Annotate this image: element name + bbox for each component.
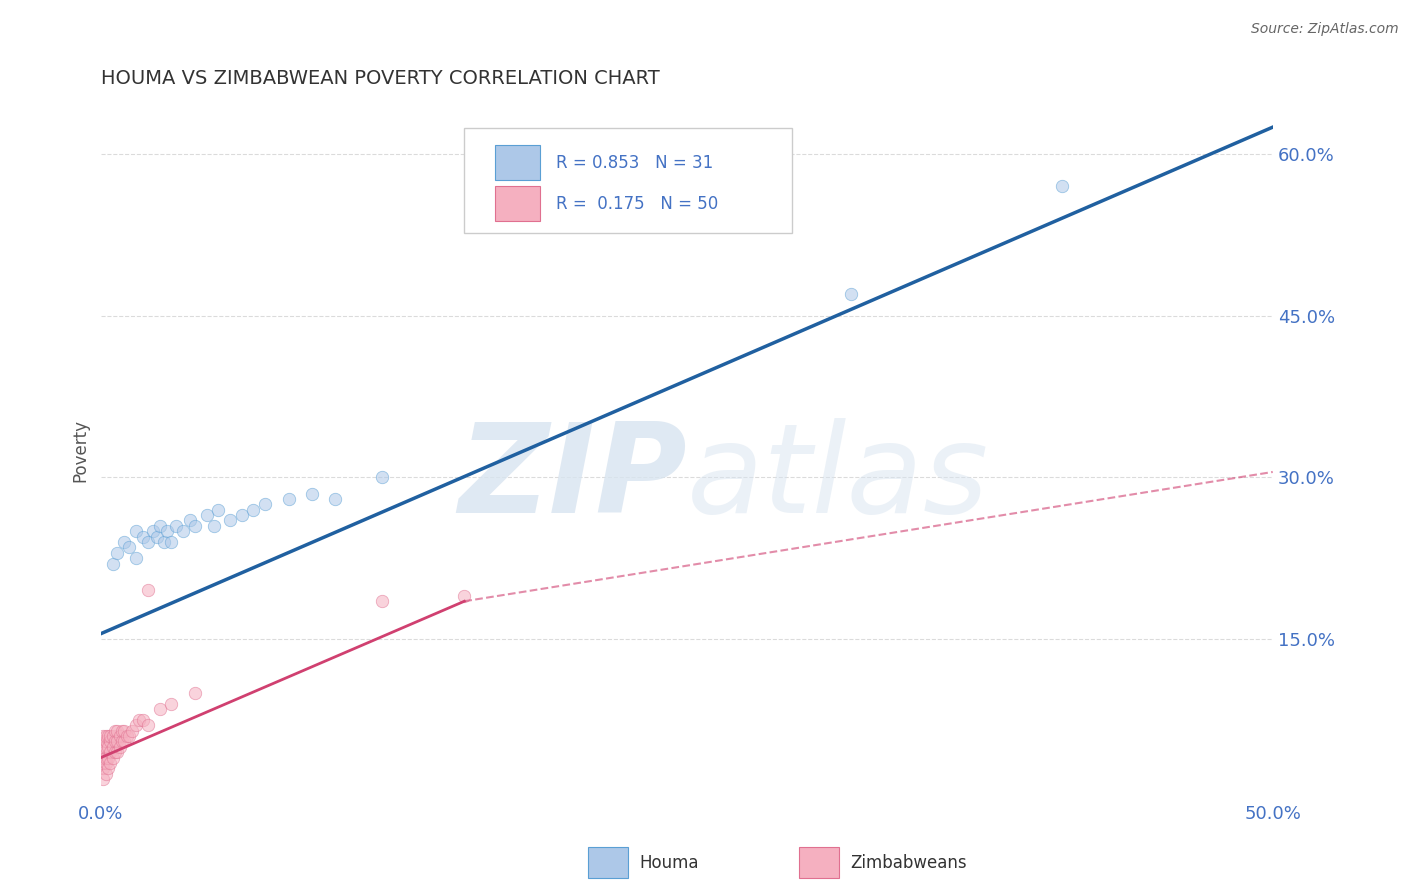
Point — [202, 518, 225, 533]
Point — [132, 530, 155, 544]
Point — [172, 524, 194, 539]
Point — [93, 756, 115, 770]
Point — [125, 718, 148, 732]
Point — [93, 745, 115, 759]
Point — [132, 713, 155, 727]
Y-axis label: Poverty: Poverty — [72, 419, 89, 482]
Point — [118, 729, 141, 743]
Point — [325, 491, 347, 506]
Point — [115, 729, 138, 743]
Point — [142, 524, 165, 539]
Point — [93, 750, 115, 764]
Point — [114, 734, 136, 748]
Point — [93, 772, 115, 786]
Point — [107, 723, 129, 738]
Point — [100, 756, 122, 770]
Text: ZIP: ZIP — [458, 418, 688, 539]
Point — [156, 524, 179, 539]
Point — [94, 729, 117, 743]
Point — [101, 750, 124, 764]
Point — [94, 766, 117, 780]
FancyBboxPatch shape — [495, 145, 540, 179]
Point — [97, 729, 120, 743]
FancyBboxPatch shape — [495, 186, 540, 220]
Text: HOUMA VS ZIMBABWEAN POVERTY CORRELATION CHART: HOUMA VS ZIMBABWEAN POVERTY CORRELATION … — [101, 69, 659, 87]
Point — [136, 583, 159, 598]
Point — [839, 287, 862, 301]
Point — [118, 541, 141, 555]
Point — [108, 739, 131, 754]
Point — [231, 508, 253, 522]
Point — [1050, 179, 1073, 194]
Point — [111, 734, 134, 748]
Point — [153, 535, 176, 549]
Point — [94, 734, 117, 748]
FancyBboxPatch shape — [464, 128, 793, 234]
Point — [184, 518, 207, 533]
Point — [146, 530, 169, 544]
Point — [107, 745, 129, 759]
Point — [149, 702, 172, 716]
Point — [97, 739, 120, 754]
Point — [179, 513, 201, 527]
Point — [93, 734, 115, 748]
Point — [93, 729, 115, 743]
Point — [97, 761, 120, 775]
Point — [107, 734, 129, 748]
Point — [125, 551, 148, 566]
Point — [136, 718, 159, 732]
Text: Houma: Houma — [640, 854, 699, 871]
Point — [453, 589, 475, 603]
Point — [254, 497, 277, 511]
Point — [101, 729, 124, 743]
Text: R =  0.175   N = 50: R = 0.175 N = 50 — [555, 194, 718, 212]
Point — [111, 723, 134, 738]
Point — [160, 535, 183, 549]
Point — [160, 697, 183, 711]
Point — [108, 729, 131, 743]
Point — [371, 594, 394, 608]
Point — [195, 508, 218, 522]
Point — [125, 524, 148, 539]
Point — [100, 729, 122, 743]
Point — [104, 723, 127, 738]
Text: R = 0.853   N = 31: R = 0.853 N = 31 — [555, 153, 713, 171]
Point — [93, 761, 115, 775]
Point — [301, 486, 323, 500]
Point — [149, 518, 172, 533]
Point — [94, 739, 117, 754]
Point — [114, 535, 136, 549]
Point — [165, 518, 187, 533]
Point — [121, 723, 143, 738]
Point — [104, 745, 127, 759]
Point — [94, 750, 117, 764]
Point — [136, 535, 159, 549]
Point — [100, 734, 122, 748]
Point — [107, 546, 129, 560]
Point — [184, 686, 207, 700]
Point — [128, 713, 150, 727]
Point — [219, 513, 242, 527]
Point — [93, 739, 115, 754]
Point — [242, 502, 264, 516]
Point — [371, 470, 394, 484]
Text: atlas: atlas — [688, 418, 988, 539]
Point — [100, 745, 122, 759]
Point — [97, 750, 120, 764]
Text: Zimbabweans: Zimbabweans — [851, 854, 967, 871]
Point — [207, 502, 229, 516]
Point — [277, 491, 299, 506]
Point — [114, 723, 136, 738]
Point — [94, 756, 117, 770]
Text: Source: ZipAtlas.com: Source: ZipAtlas.com — [1251, 22, 1399, 37]
Point — [101, 557, 124, 571]
Point — [104, 734, 127, 748]
Point — [101, 739, 124, 754]
